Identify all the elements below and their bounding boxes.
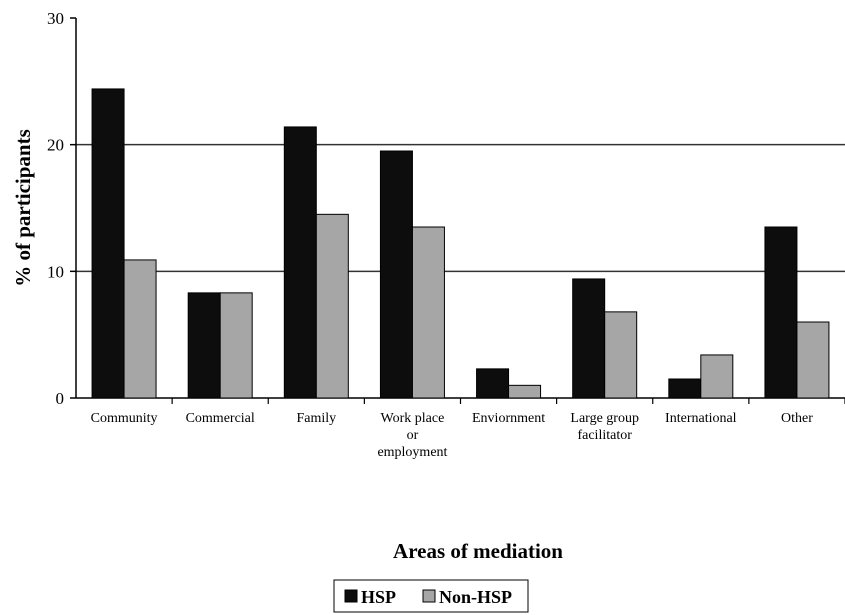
y-tick-label: 30 (47, 9, 64, 28)
y-tick-labels: 0 10 20 30 (47, 9, 76, 408)
bar-non-hsp-4 (508, 384, 542, 399)
bar-hsp-5 (572, 278, 606, 399)
bar-hsp-6 (668, 378, 702, 399)
y-tick-label: 20 (47, 136, 64, 155)
y-axis-title: % of participants (11, 129, 35, 287)
legend: HSP Non-HSP (333, 579, 529, 613)
bar-hsp-3 (379, 150, 413, 399)
x-category-label: International (665, 411, 737, 426)
bars (91, 88, 830, 399)
legend-swatch-non-hsp (422, 589, 436, 603)
legend-label-hsp: HSP (361, 587, 396, 607)
x-category-label: Community (91, 411, 158, 426)
bar-non-hsp-5 (604, 311, 638, 399)
bar-non-hsp-3 (411, 226, 445, 399)
bar-hsp-7 (764, 226, 798, 399)
bar-non-hsp-7 (796, 321, 830, 399)
x-axis-title: Areas of mediation (393, 539, 563, 563)
x-category-label: Work place or employment (377, 411, 447, 460)
x-category-label: Family (296, 411, 336, 426)
y-tick-label: 10 (47, 262, 64, 281)
bar-hsp-1 (187, 292, 221, 399)
x-category-label: Enviornment (472, 411, 545, 426)
bar-non-hsp-2 (315, 213, 349, 399)
bar-hsp-0 (91, 88, 125, 399)
bar-non-hsp-1 (219, 292, 253, 399)
bar-non-hsp-0 (123, 259, 157, 399)
x-category-label: Large group facilitator (570, 411, 639, 443)
y-tick-label: 0 (56, 389, 65, 408)
legend-swatch-hsp (344, 589, 358, 603)
gridlines (76, 143, 845, 273)
x-category-label: Other (781, 411, 813, 426)
bar-hsp-4 (476, 368, 510, 399)
bar-hsp-2 (283, 126, 317, 399)
x-category-label: Commercial (186, 411, 255, 426)
x-category-labels: Community Commercial Family Work place or emp… (91, 398, 845, 460)
legend-label-non-hsp: Non-HSP (439, 587, 512, 607)
bar-non-hsp-6 (700, 354, 734, 399)
